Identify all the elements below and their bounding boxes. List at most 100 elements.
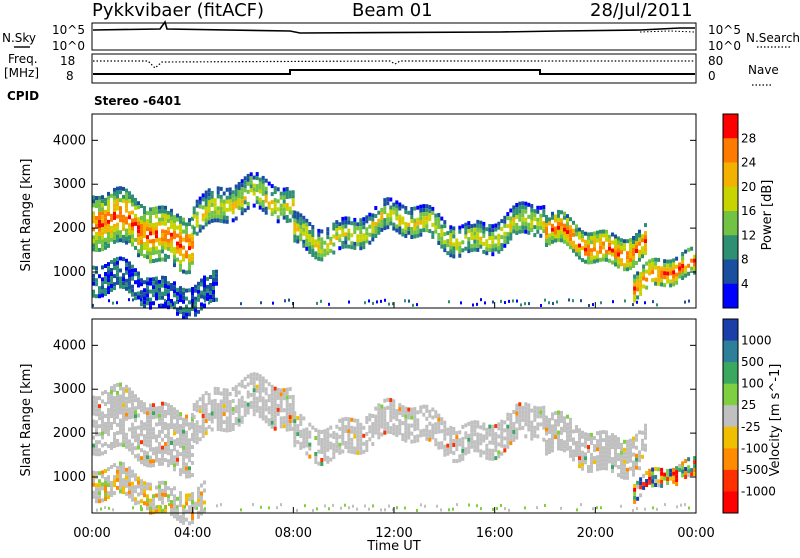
- data-cell: [617, 236, 620, 241]
- data-cell: [125, 196, 128, 201]
- data-cell: [122, 427, 125, 432]
- data-cell: [110, 446, 113, 450]
- data-cell: [288, 210, 292, 215]
- data-cell: [317, 433, 321, 438]
- data-cell: [146, 423, 149, 428]
- data-cell: [200, 491, 203, 496]
- data-cell: [273, 198, 277, 203]
- data-cell: [110, 217, 113, 222]
- data-cell: [107, 467, 110, 472]
- data-cell: [101, 277, 104, 282]
- data-cell: [122, 470, 125, 475]
- data-cell: [203, 275, 206, 280]
- data-cell: [654, 277, 658, 282]
- data-cell: [431, 407, 435, 412]
- data-cell: [560, 410, 563, 415]
- data-cell: [389, 406, 393, 411]
- data-cell: [143, 454, 146, 459]
- data-cell: [365, 215, 369, 220]
- data-cell: [383, 222, 387, 227]
- data-cell: [488, 452, 492, 457]
- data-cell: [161, 496, 164, 501]
- data-cell: [684, 471, 688, 475]
- data-cell: [323, 252, 327, 257]
- data-cell: [104, 217, 107, 222]
- data-cell: [575, 244, 578, 249]
- data-cell: [645, 277, 649, 282]
- data-cell: [234, 409, 238, 414]
- data-cell: [581, 442, 584, 447]
- data-cell: [452, 439, 456, 443]
- data-cell: [386, 197, 390, 202]
- data-cell: [557, 225, 560, 230]
- data-cell: [380, 223, 384, 228]
- data-cell: [107, 475, 110, 480]
- data-cell: [92, 494, 95, 499]
- data-cell: [210, 427, 214, 432]
- data-cell: [629, 466, 632, 471]
- data-cell: [285, 391, 289, 396]
- data-cell: [143, 296, 146, 301]
- data-cell: [192, 230, 196, 235]
- data-cell: [179, 515, 182, 520]
- data-cell: [681, 268, 685, 272]
- data-cell: [149, 239, 152, 244]
- date-title: 28/Jul/2011: [590, 0, 693, 21]
- data-cell: [146, 407, 149, 412]
- beam-title: Beam 01: [352, 0, 433, 21]
- data-cell: [362, 237, 366, 242]
- velocity-cb-label: Velocity [m s^-1]: [768, 364, 783, 477]
- data-cell: [113, 444, 116, 449]
- data-cell: [560, 442, 563, 447]
- data-cell: [237, 198, 241, 202]
- data-cell: [137, 233, 140, 238]
- colorbar-swatch: [723, 340, 738, 363]
- data-cell: [164, 233, 167, 238]
- data-cell: [182, 291, 185, 296]
- data-cell: [122, 462, 125, 467]
- data-cell: [521, 213, 525, 218]
- data-cell: [437, 417, 441, 422]
- data-cell: [374, 214, 378, 218]
- data-cell: [200, 282, 203, 287]
- data-cell: [182, 315, 185, 320]
- data-cell: [593, 239, 596, 244]
- data-cell: [681, 461, 685, 466]
- data-cell: [134, 477, 137, 482]
- data-cell: [581, 238, 584, 243]
- data-cell: [461, 444, 465, 449]
- data-cell: [335, 444, 339, 449]
- data-cell: [282, 199, 286, 204]
- data-cell: [267, 201, 271, 206]
- data-cell: [569, 453, 572, 458]
- data-cell: [620, 262, 623, 267]
- data-cell: [663, 275, 667, 280]
- data-cell: [461, 452, 465, 457]
- data-cell: [161, 217, 164, 222]
- data-cell: [428, 433, 432, 438]
- data-cell: [642, 264, 646, 269]
- data-cell: [332, 250, 336, 255]
- data-cell: [449, 229, 453, 234]
- data-cell: [173, 494, 176, 499]
- data-cell: [542, 437, 546, 442]
- data-cell: [557, 438, 560, 443]
- data-cell: [149, 411, 152, 416]
- data-cell: [566, 218, 569, 223]
- data-cell: [599, 430, 602, 435]
- data-cell: [636, 271, 640, 276]
- data-cell: [182, 441, 185, 446]
- data-cell: [305, 427, 309, 432]
- data-cell: [410, 411, 414, 416]
- data-cell: [651, 479, 655, 484]
- data-cell: [620, 450, 623, 455]
- data-cell: [485, 455, 489, 460]
- data-cell: [635, 433, 638, 438]
- data-cell: [422, 224, 426, 229]
- data-cell: [176, 213, 179, 218]
- data-cell: [581, 230, 584, 235]
- data-cell: [693, 472, 697, 477]
- data-cell: [122, 415, 125, 420]
- data-cell: [488, 428, 492, 433]
